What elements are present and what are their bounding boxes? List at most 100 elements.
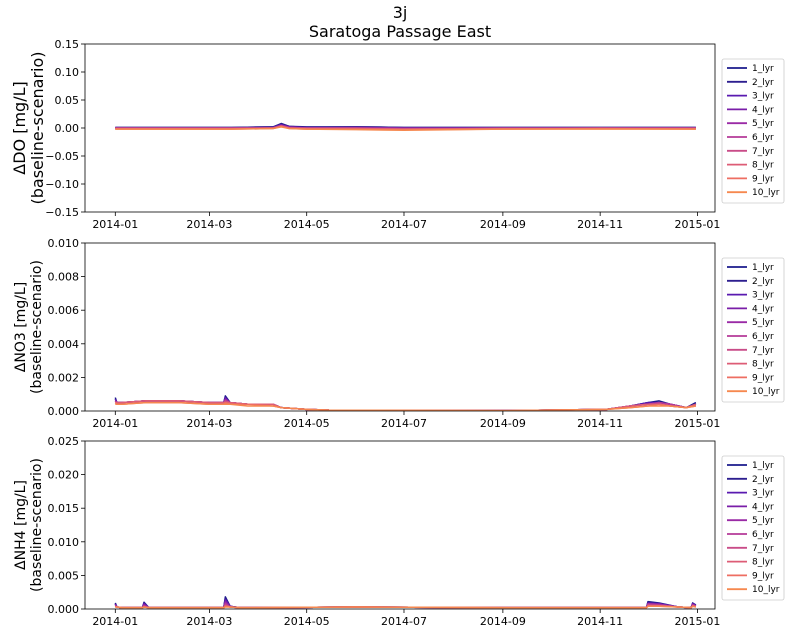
xtick-label: 2014-01 — [92, 615, 138, 628]
ytick-label: 0.020 — [48, 469, 80, 482]
legend-label-9_lyr: 9_lyr — [752, 373, 774, 383]
xtick-label: 2015-01 — [674, 615, 720, 628]
xtick-label: 2014-07 — [381, 417, 427, 430]
figure-title-line2: Saratoga Passage East — [309, 22, 491, 41]
ytick-label: 0.006 — [48, 304, 80, 317]
ytick-label: 0.00 — [55, 122, 80, 135]
xtick-label: 2014-01 — [92, 417, 138, 430]
xtick-label: 2014-03 — [186, 417, 232, 430]
series-group — [115, 122, 696, 131]
subplot-2: 0.000 0.002 0.004 0.006 0.008 0.010 2014-01 201… — [13, 237, 785, 430]
xtick-label: 2014-07 — [381, 615, 427, 628]
ylabel-line1: ΔNO3 [mg/L] — [13, 282, 29, 372]
ytick-label: 0.10 — [55, 66, 80, 79]
xtick-label: 2015-01 — [674, 417, 720, 430]
legend-label-8_lyr: 8_lyr — [752, 558, 774, 568]
legend-label-2_lyr: 2_lyr — [752, 78, 774, 88]
ylabel: ΔDO [mg/L](baseline-scenario) — [10, 51, 47, 204]
ytick-label: 0.005 — [48, 569, 80, 582]
ylabel-line1: ΔDO [mg/L] — [10, 81, 29, 174]
ytick-label: 0.000 — [48, 603, 80, 616]
ylabel-line1: ΔNH4 [mg/L] — [13, 480, 29, 570]
legend: 1_lyr 2_lyr 3_lyr 4_lyr 5_lyr 6_lyr 7_lyr 8_lyr… — [721, 257, 785, 403]
ylabel: ΔNO3 [mg/L](baseline-scenario) — [13, 260, 45, 394]
legend-label-7_lyr: 7_lyr — [752, 544, 774, 554]
ytick-label: −0.10 — [45, 178, 79, 191]
ylabel: ΔNH4 [mg/L](baseline-scenario) — [13, 458, 45, 592]
legend-label-3_lyr: 3_lyr — [752, 291, 774, 301]
series-line-3_lyr — [114, 598, 697, 609]
xtick-label: 2014-03 — [186, 218, 232, 231]
legend-label-10_lyr: 10_lyr — [752, 188, 780, 198]
legend-label-1_lyr: 1_lyr — [752, 461, 774, 471]
legend-label-6_lyr: 6_lyr — [752, 530, 774, 540]
xtick-label: 2014-09 — [480, 615, 526, 628]
legend-label-4_lyr: 4_lyr — [752, 105, 774, 115]
ylabel-line2: (baseline-scenario) — [29, 458, 45, 592]
series-line-2_lyr — [114, 597, 697, 609]
legend-label-8_lyr: 8_lyr — [752, 161, 774, 171]
legend-label-5_lyr: 5_lyr — [752, 318, 774, 328]
legend-label-10_lyr: 10_lyr — [752, 387, 780, 397]
xtick-label: 2014-11 — [577, 417, 623, 430]
xtick-label: 2014-03 — [186, 615, 232, 628]
legend-label-4_lyr: 4_lyr — [752, 304, 774, 314]
legend-label-4_lyr: 4_lyr — [752, 502, 774, 512]
xtick-label: 2014-01 — [92, 218, 138, 231]
ytick-label: 0.025 — [48, 435, 80, 448]
legend-label-5_lyr: 5_lyr — [752, 119, 774, 129]
series-line-8_lyr — [115, 400, 697, 411]
legend-label-1_lyr: 1_lyr — [752, 64, 774, 74]
series-group — [114, 596, 697, 609]
ylabel-line2: (baseline-scenario) — [29, 260, 45, 394]
axes-frame — [84, 242, 716, 412]
series-line-10_lyr — [115, 605, 697, 609]
xtick-label: 2014-09 — [480, 417, 526, 430]
xtick-label: 2014-05 — [284, 417, 330, 430]
ytick-label: 0.010 — [48, 536, 80, 549]
legend-label-8_lyr: 8_lyr — [752, 360, 774, 370]
legend-label-6_lyr: 6_lyr — [752, 332, 774, 342]
legend-label-6_lyr: 6_lyr — [752, 133, 774, 143]
series-line-2_lyr — [115, 123, 696, 129]
legend-label-3_lyr: 3_lyr — [752, 489, 774, 499]
ytick-label: −0.05 — [45, 150, 79, 163]
ytick-label: 0.008 — [48, 271, 80, 284]
xtick-label: 2014-11 — [577, 615, 623, 628]
legend-label-9_lyr: 9_lyr — [752, 174, 774, 184]
xtick-label: 2014-09 — [480, 218, 526, 231]
legend-label-2_lyr: 2_lyr — [752, 475, 774, 485]
legend-label-1_lyr: 1_lyr — [752, 263, 774, 273]
legend: 1_lyr 2_lyr 3_lyr 4_lyr 5_lyr 6_lyr 7_lyr 8_lyr… — [721, 58, 785, 204]
ytick-label: 0.002 — [48, 371, 80, 384]
legend: 1_lyr 2_lyr 3_lyr 4_lyr 5_lyr 6_lyr 7_lyr 8_lyr… — [721, 455, 785, 601]
subplot-3: 0.000 0.005 0.010 0.015 0.020 0.025 2014-01 201… — [13, 435, 785, 628]
ylabel-line2: (baseline-scenario) — [28, 51, 47, 204]
ytick-label: 0.015 — [48, 502, 80, 515]
series-line-10_lyr — [115, 126, 696, 131]
ytick-label: −0.15 — [45, 206, 79, 219]
ytick-label: 0.15 — [55, 38, 80, 51]
xtick-label: 2014-05 — [284, 615, 330, 628]
legend-label-2_lyr: 2_lyr — [752, 277, 774, 287]
ytick-label: 0.000 — [48, 405, 80, 418]
legend-label-3_lyr: 3_lyr — [752, 92, 774, 102]
xtick-label: 2014-05 — [284, 218, 330, 231]
ytick-label: 0.05 — [55, 94, 80, 107]
series-line-1_lyr — [114, 596, 697, 609]
ytick-label: 0.010 — [48, 237, 80, 250]
legend-label-7_lyr: 7_lyr — [752, 147, 774, 157]
legend-label-5_lyr: 5_lyr — [752, 516, 774, 526]
ytick-label: 0.004 — [48, 338, 80, 351]
series-group — [114, 395, 697, 411]
subplot-1: −0.15 −0.10 −0.05 0.00 0.05 0.10 0.15 2014-01 20… — [10, 38, 785, 231]
series-line-10_lyr — [115, 401, 696, 411]
legend-label-7_lyr: 7_lyr — [752, 346, 774, 356]
axes-frame — [84, 440, 716, 610]
xtick-label: 2014-11 — [577, 218, 623, 231]
xtick-label: 2015-01 — [674, 218, 720, 231]
legend-label-9_lyr: 9_lyr — [752, 571, 774, 581]
legend-label-10_lyr: 10_lyr — [752, 585, 780, 595]
xtick-label: 2014-07 — [381, 218, 427, 231]
